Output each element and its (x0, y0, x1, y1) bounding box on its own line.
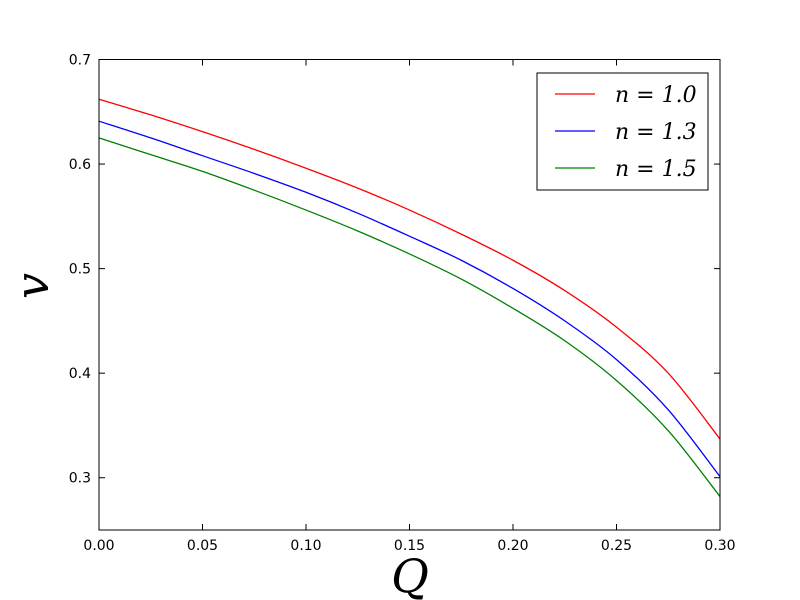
x-tick-label: 0.05 (187, 538, 218, 554)
x-tick-label: 0.25 (601, 538, 632, 554)
x-tick-label: 0.20 (497, 538, 528, 554)
y-tick-label: 0.7 (69, 53, 91, 69)
legend-label: n = 1.3 (615, 120, 697, 145)
y-tick-label: 0.3 (69, 471, 91, 487)
series-line-1 (98, 98, 721, 440)
x-tick-label: 0.00 (83, 538, 114, 554)
legend-label: n = 1.5 (615, 157, 697, 182)
y-tick-label: 0.5 (69, 262, 91, 278)
x-tick-label: 0.30 (704, 538, 735, 554)
series-line-3 (98, 137, 721, 497)
y-tick-label: 0.6 (69, 157, 91, 173)
x-tick-label: 0.10 (290, 538, 321, 554)
y-axis-label: v (5, 273, 59, 299)
series-layer (98, 98, 721, 497)
legend-label: n = 1.0 (615, 83, 697, 108)
x-axis-label: Q (391, 549, 429, 600)
series-line-2 (98, 120, 721, 478)
y-tick-label: 0.4 (69, 366, 91, 382)
ticks-layer: 0.00 0.05 0.10 0.15 0.20 0.25 0.30 0.3 0.4 0.5 0.6… (69, 53, 736, 555)
x-tick-label: 0.15 (394, 538, 425, 554)
legend: n = 1.0 n = 1.3 n = 1.5 (536, 72, 709, 191)
